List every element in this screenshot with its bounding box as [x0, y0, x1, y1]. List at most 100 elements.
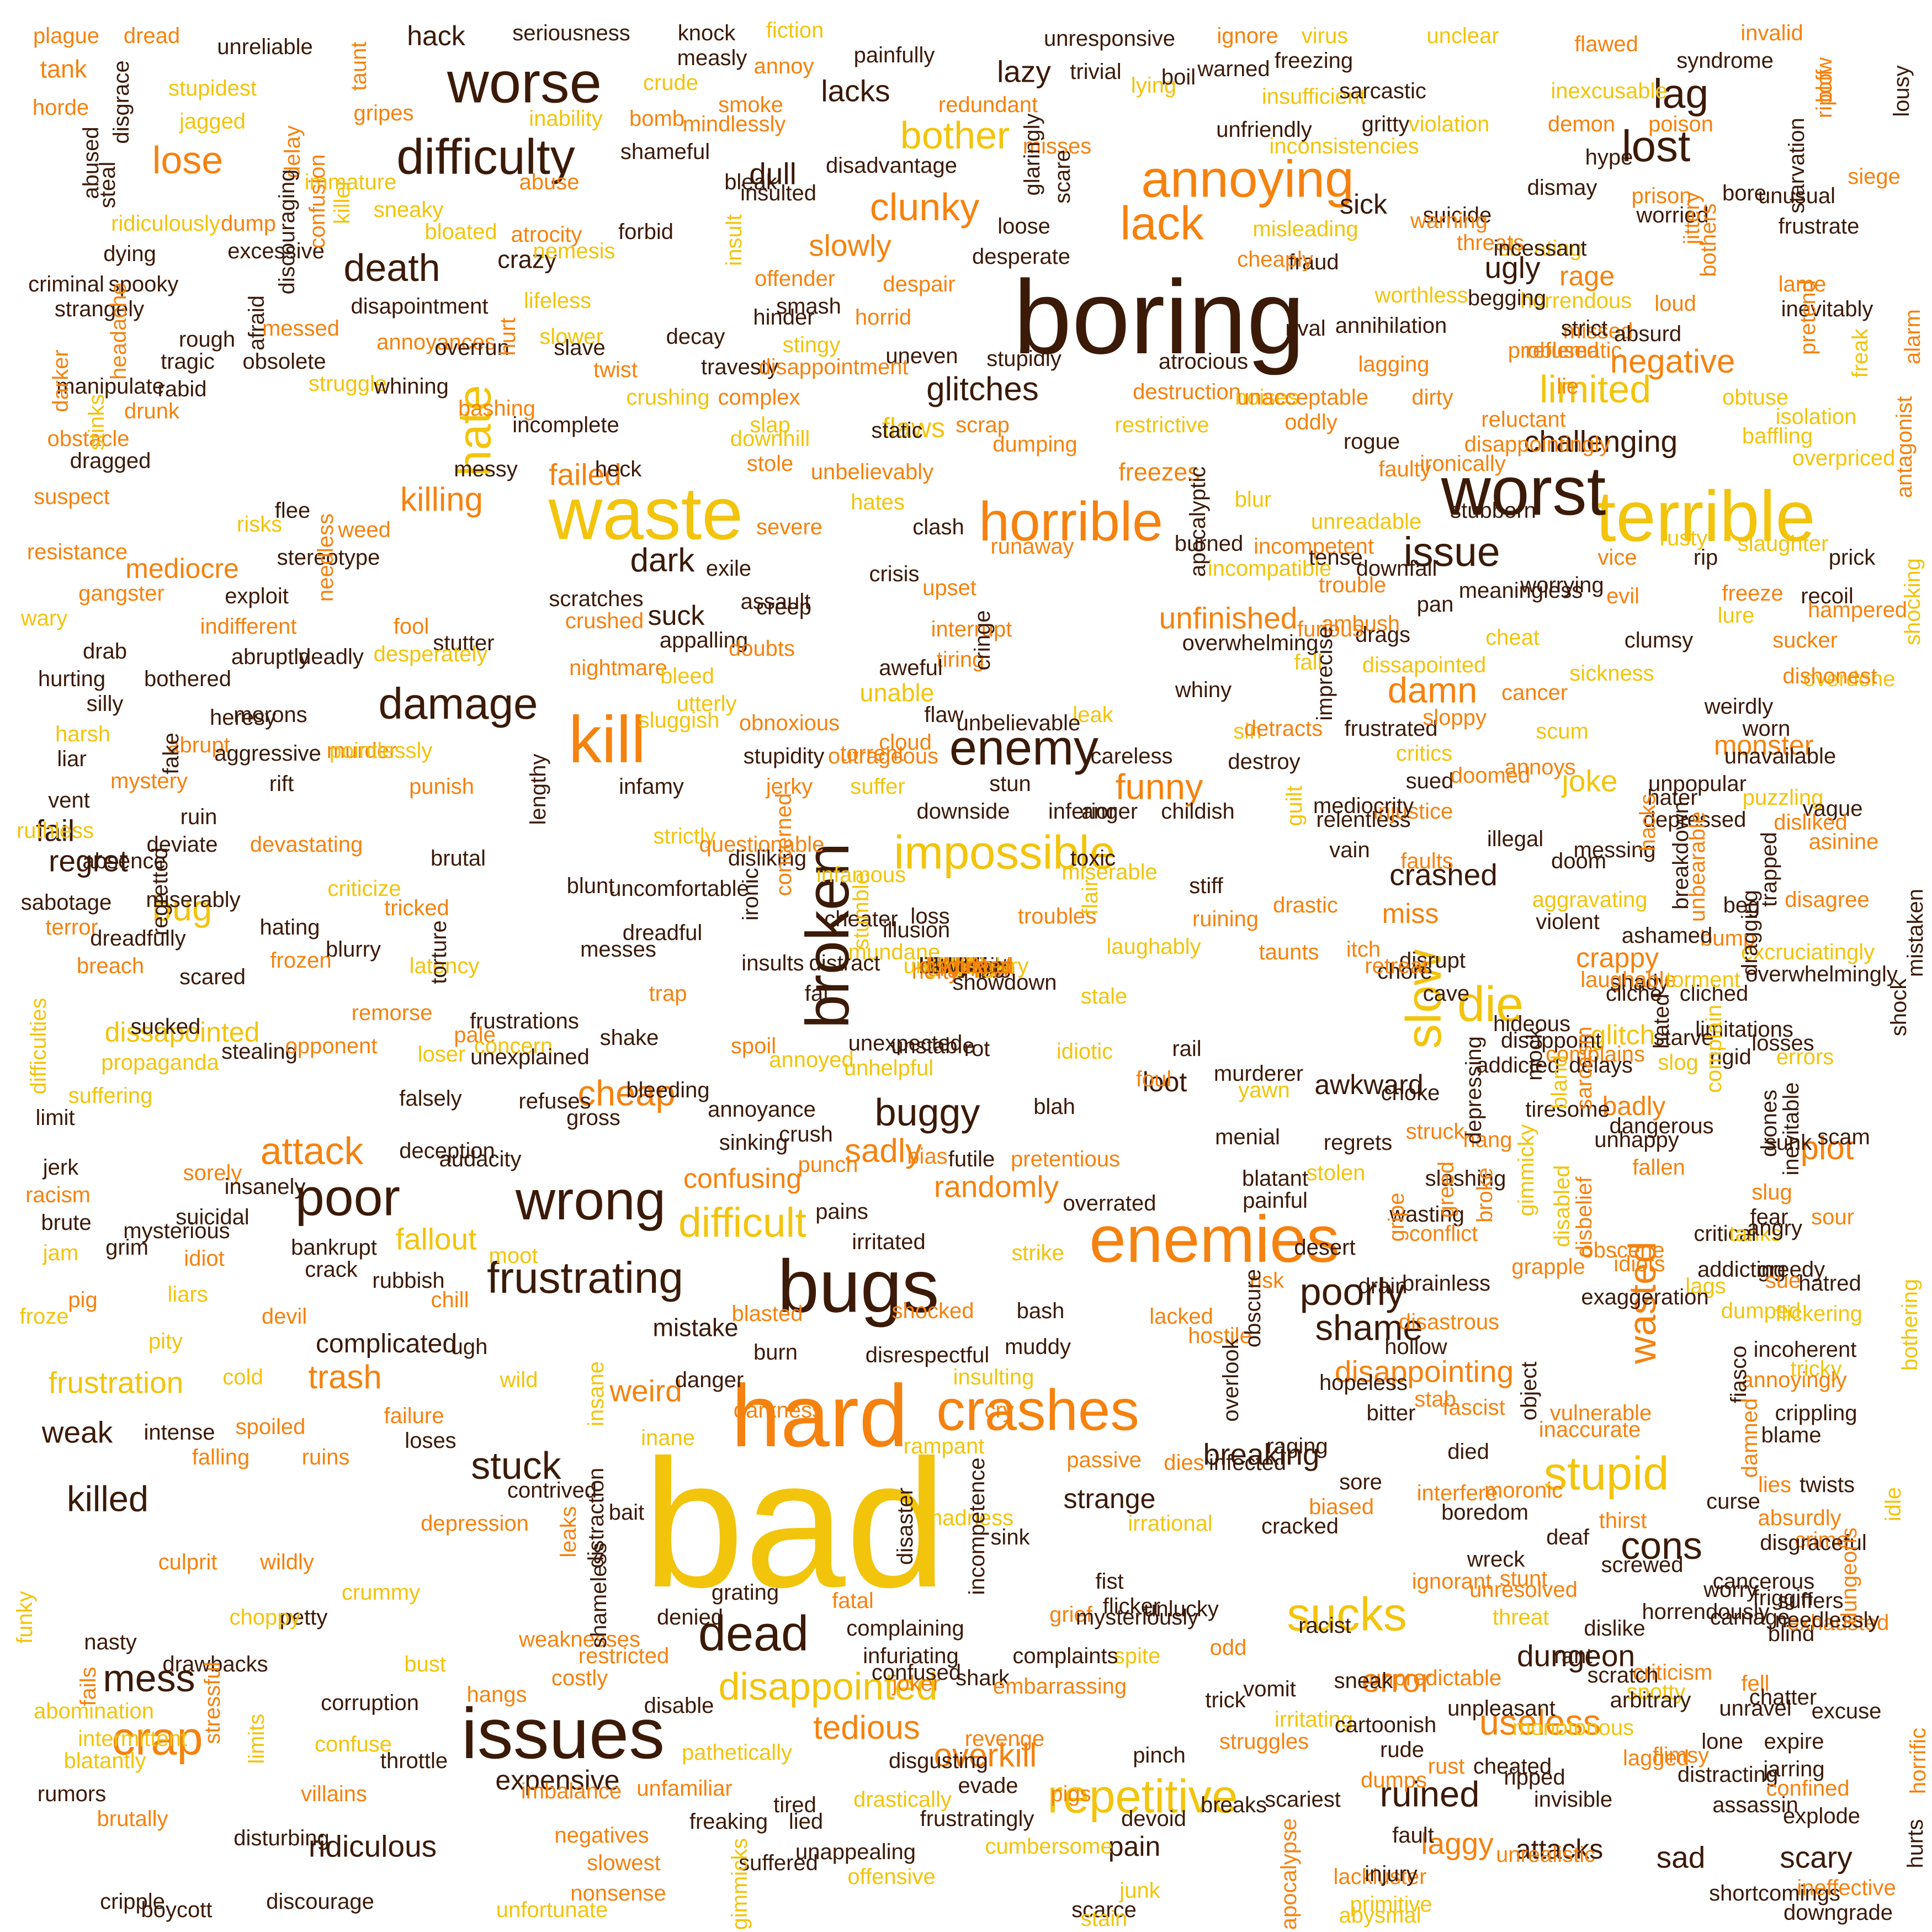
word-barren: barren — [934, 954, 998, 978]
word-infected: infected — [1208, 1451, 1287, 1475]
word-choppy: choppy — [229, 1605, 301, 1630]
word-loss: loss — [910, 904, 950, 928]
word-inconsistencies: inconsistencies — [1269, 134, 1419, 158]
word-pity: pity — [148, 1329, 183, 1354]
word-exploit: exploit — [225, 584, 289, 608]
word-rust: rust — [1427, 1754, 1465, 1779]
word-depression: depression — [421, 1511, 529, 1536]
word-draining: draining — [926, 954, 1006, 978]
word-broke: broke — [1473, 1167, 1497, 1223]
word-pain: pain — [1108, 1831, 1161, 1862]
word-exile: exile — [705, 556, 752, 581]
word-annoying: annoying — [1141, 150, 1354, 209]
word-sloppy: sloppy — [1423, 705, 1487, 730]
word-blurry: blurry — [325, 937, 381, 962]
word-contempt: contempt — [920, 954, 1012, 978]
word-cheap: cheap — [577, 1073, 676, 1113]
word-wrong: wrong — [515, 1170, 666, 1232]
word-suffering: suffering — [68, 1084, 153, 1108]
word-bloody: bloody — [933, 954, 999, 978]
word-faulty: faulty — [1378, 457, 1431, 481]
word-slowed: slowed — [931, 954, 1001, 978]
word-deadly: deadly — [299, 645, 364, 669]
word-fiction: fiction — [766, 18, 824, 43]
word-freeze: freeze — [1722, 581, 1784, 606]
word-punish: punish — [409, 774, 474, 799]
word-ignore: ignore — [1217, 24, 1278, 48]
word-messing: messing — [1573, 838, 1656, 862]
word-petty: petty — [279, 1605, 328, 1630]
word-grating: grating — [711, 1580, 779, 1605]
word-hinder: hinder — [753, 305, 815, 330]
word-break: break — [938, 954, 994, 978]
word-falls: falls — [946, 954, 986, 978]
word-fiasco: fiasco — [1727, 1345, 1751, 1404]
word-bust: bust — [404, 1652, 446, 1676]
word-overpriced: overpriced — [1792, 446, 1896, 470]
word-baffling: baffling — [1742, 424, 1813, 448]
word-cancer: cancer — [1501, 681, 1568, 705]
word-fist: fist — [1095, 1569, 1124, 1594]
word-terrible: terrible — [1596, 476, 1816, 556]
word-appalling: appalling — [659, 628, 749, 652]
word-difficulties: difficulties — [26, 997, 51, 1095]
word-insanely: insanely — [224, 1175, 306, 1199]
word-abrupt: abrupt — [167, 733, 230, 757]
word-horrible: horrible — [979, 491, 1163, 553]
word-starvation: starvation — [1785, 118, 1809, 214]
word-dread: dread — [123, 24, 181, 48]
word-absurd: absurd — [1613, 322, 1682, 346]
word-weaker: weaker — [930, 954, 1002, 978]
word-murderer: murderer — [1213, 1061, 1304, 1086]
word-unfinished: unfinished — [1159, 601, 1298, 635]
word-disgusting: disgusting — [888, 1749, 989, 1773]
word-recoil: recoil — [1801, 584, 1854, 608]
word-clunky: clunky — [869, 185, 980, 229]
word-lost: lost — [1621, 121, 1691, 171]
word-inevitable: inevitable — [1779, 1082, 1803, 1176]
word-antagonist: antagonist — [1892, 396, 1917, 498]
word-ignorant: ignorant — [1411, 1569, 1492, 1594]
word-sued: sued — [1405, 769, 1454, 793]
word-overdone: overdone — [1803, 667, 1896, 691]
word-beg: beg — [1723, 893, 1760, 917]
word-futile: futile — [948, 1147, 995, 1171]
word-disable: disable — [644, 1694, 714, 1718]
word-pretentious: pretentious — [1011, 1147, 1120, 1171]
word-dungeon: dungeon — [1516, 1638, 1636, 1673]
word-fake: fake — [159, 733, 183, 774]
word-culprit: culprit — [158, 1550, 217, 1574]
word-intense: intense — [144, 1420, 215, 1445]
word-sarcasm: sarcasm — [1572, 1026, 1596, 1110]
word-immature: immature — [304, 170, 397, 194]
word-beware: beware — [930, 954, 1002, 978]
word-fallout: fallout — [395, 1222, 477, 1256]
word-breakdown: breakdown — [1669, 802, 1693, 910]
word-bleed: bleed — [660, 664, 714, 688]
word-creepy: creepy — [932, 954, 1000, 978]
word-strictly: strictly — [653, 824, 716, 848]
word-aweful: aweful — [879, 656, 943, 680]
word-mysteriously: mysteriously — [1075, 1605, 1199, 1630]
word-hideous: hideous — [1493, 1012, 1571, 1036]
word-strict: strict — [1561, 316, 1608, 341]
word-knock: knock — [677, 21, 736, 45]
word-ugh: ugh — [450, 1335, 488, 1359]
word-sad: sad — [1656, 1840, 1706, 1875]
word-mysterious: mysterious — [123, 1219, 230, 1243]
word-bait: bait — [608, 1500, 645, 1525]
word-cheat: cheat — [1485, 625, 1540, 650]
word-struck: struck — [1405, 1119, 1465, 1144]
word-gimmicky: gimmicky — [1514, 1124, 1538, 1217]
word-cliche: cliche — [1605, 981, 1663, 1006]
word-shameless: shameless — [587, 1542, 611, 1648]
word-rail: rail — [1172, 1037, 1202, 1061]
word-lacked: lacked — [1149, 1304, 1213, 1329]
word-dreadful: dreadful — [622, 921, 703, 945]
word-greed: greed — [1434, 1161, 1458, 1218]
word-rabid: rabid — [157, 377, 207, 401]
word-limp: limp — [946, 954, 986, 978]
word-confined: confined — [1766, 1776, 1850, 1801]
word-poorly: poorly — [1299, 1270, 1405, 1313]
word-leak: leak — [1073, 703, 1113, 727]
